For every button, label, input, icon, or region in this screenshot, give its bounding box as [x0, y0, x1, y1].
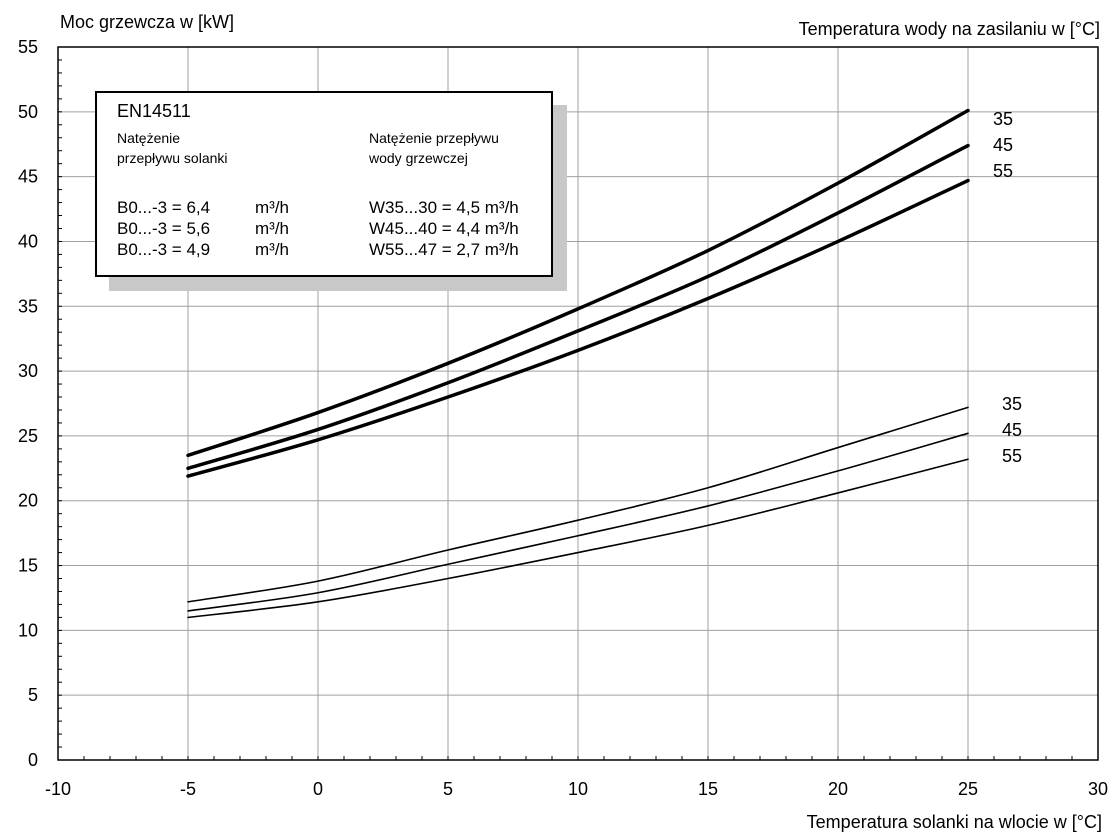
legend-row-3-water: W55...47 = 2,7 m³/h [369, 240, 519, 259]
legend-row-3-brine: B0...-3 = 4,9 [117, 240, 211, 259]
legend-row-2-brine-unit: m³/h [255, 219, 289, 238]
y-tick-label-4: 20 [18, 491, 38, 511]
legend-col1-header-line1: Natężenie [117, 130, 181, 146]
series-line-lower-55 [187, 458, 969, 619]
series-line-lower-45 [187, 432, 969, 612]
x-tick-label-8: 30 [1088, 779, 1108, 799]
x-tick-label-7: 25 [958, 779, 978, 799]
y-tick-label-2: 10 [18, 620, 38, 640]
x-tick-label-6: 20 [828, 779, 848, 799]
x-axis-label: Temperatura solanki na wlocie w [°C] [806, 812, 1102, 832]
legend-col2-header-line1: Natężenie przepływu [369, 130, 499, 146]
legend-row-3-brine-unit: m³/h [255, 240, 289, 259]
series-label-upper-45: 45 [993, 135, 1013, 155]
y-tick-label-7: 35 [18, 296, 38, 316]
legend-row-1-water: W35...30 = 4,5 m³/h [369, 198, 519, 217]
x-tick-label-4: 10 [568, 779, 588, 799]
y-tick-label-9: 45 [18, 167, 38, 187]
x-tick-label-2: 0 [313, 779, 323, 799]
y-tick-label-8: 40 [18, 231, 38, 251]
series-line-upper-35 [186, 108, 970, 458]
series-line-lower-35 [187, 406, 969, 603]
y-axis-label: Moc grzewcza w [kW] [60, 12, 235, 32]
x-tick-label-1: -5 [180, 779, 196, 799]
series-label-upper-35: 35 [993, 109, 1013, 129]
legend-row-1-brine-unit: m³/h [255, 198, 289, 217]
legend-col2-header-line2: wody grzewczej [369, 150, 468, 166]
y-tick-label-11: 55 [18, 37, 38, 57]
series-label-lower-45: 45 [1002, 420, 1022, 440]
legend-col1-header-line2: przepływu solanki [117, 150, 228, 166]
series-line-upper-45 [186, 143, 970, 471]
legend-row-1-brine: B0...-3 = 6,4 [117, 198, 211, 217]
legend-box: EN14511 Natężenie przepływu solanki Natę… [95, 91, 553, 277]
x-tick-label-3: 5 [443, 779, 453, 799]
y-tick-label-3: 15 [18, 556, 38, 576]
y-tick-label-5: 25 [18, 426, 38, 446]
legend-row-2-water: W45...40 = 4,4 m³/h [369, 219, 519, 238]
y-tick-label-6: 30 [18, 361, 38, 381]
y-tick-label-10: 50 [18, 102, 38, 122]
x-tick-label-0: -10 [45, 779, 71, 799]
y-tick-label-0: 0 [28, 750, 38, 770]
legend-row-2-brine: B0...-3 = 5,6 [117, 219, 211, 238]
series-label-title: Temperatura wody na zasilaniu w [°C] [798, 19, 1100, 39]
x-tick-label-5: 15 [698, 779, 718, 799]
series-label-lower-55: 55 [1002, 446, 1022, 466]
legend-title: EN14511 [117, 101, 191, 121]
series-line-upper-55 [186, 178, 970, 478]
series-label-lower-35: 35 [1002, 394, 1022, 414]
y-tick-label-1: 5 [28, 685, 38, 705]
series-label-upper-55: 55 [993, 161, 1013, 181]
plot-frame [57, 46, 1099, 761]
